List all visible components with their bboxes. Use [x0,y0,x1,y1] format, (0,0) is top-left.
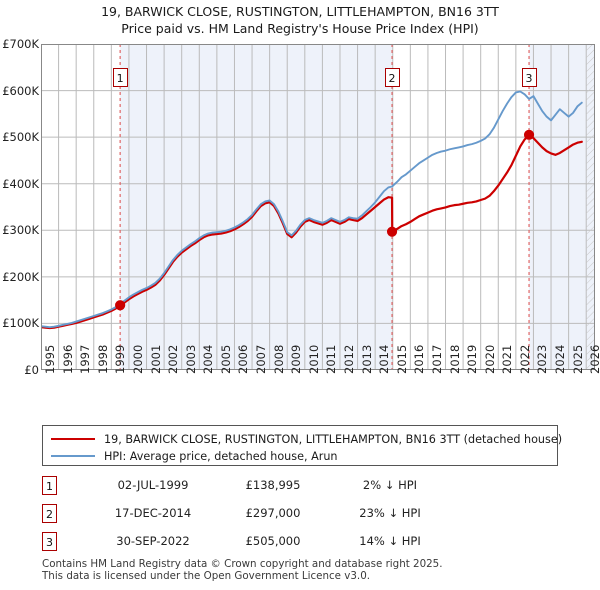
chart-sale-marker-2[interactable]: 2 [384,68,400,87]
transaction-date-3: 30-SEP-2022 [116,534,190,548]
x-axis-tick-label: 2004 [201,344,216,374]
y-axis-tick-label: £200K [2,269,39,284]
legend-label-hpi: HPI: Average price, detached house, Arun [104,449,338,463]
x-axis-tick-label: 2016 [412,344,427,374]
x-axis-tick-label: 2011 [324,344,339,374]
x-axis-tick-label: 2017 [429,344,444,374]
transaction-index-2: 2 [42,504,57,523]
x-axis-tick-label: 2025 [570,344,585,374]
plot-svg [41,44,595,370]
x-axis-tick-label: 2007 [254,344,269,374]
page-title: 19, BARWICK CLOSE, RUSTINGTON, LITTLEHAM… [0,3,600,37]
x-axis-tick-label: 2001 [148,344,163,374]
x-axis-tick-label: 2026 [588,344,600,374]
x-axis-tick-label: 2000 [130,344,145,374]
x-axis-tick-label: 2014 [377,344,392,374]
footer-attribution: Contains HM Land Registry data © Crown c… [42,558,582,582]
chart-legend: 19, BARWICK CLOSE, RUSTINGTON, LITTLEHAM… [42,425,562,466]
chart-container: £0 £100K £200K £300K £400K £500K £600K £700K 199… [2,38,600,376]
x-axis-tick-label: 2002 [166,344,181,374]
table-row: 2 17-DEC-2014 £297,000 23% ↓ HPI [42,502,512,526]
transaction-hpi-delta-2: 23% ↓ HPI [359,506,421,520]
legend-swatch-price-paid [51,438,95,440]
legend-item-price-paid: 19, BARWICK CLOSE, RUSTINGTON, LITTLEHAM… [51,431,562,447]
chart-sale-marker-3[interactable]: 3 [521,68,537,87]
title-line-2: Price paid vs. HM Land Registry's House … [121,21,479,36]
x-axis-tick-label: 2008 [271,344,286,374]
y-axis-tick-label: £700K [2,37,39,51]
x-axis-tick-label: 1999 [113,344,128,374]
x-axis-tick-label: 2015 [394,344,409,374]
transaction-index-3: 3 [42,532,57,551]
x-axis-tick-label: 2018 [447,344,462,374]
transaction-price-1: £138,995 [245,478,301,492]
legend-label-price-paid: 19, BARWICK CLOSE, RUSTINGTON, LITTLEHAM… [104,432,563,446]
y-axis-tick-label: £400K [2,176,39,191]
y-axis-tick-label: £100K [2,316,39,331]
x-axis-tick-label: 1995 [43,344,57,374]
transaction-hpi-delta-1: 2% ↓ HPI [362,478,418,492]
x-axis-tick-label: 1997 [78,344,93,374]
x-axis-tick-label: 2003 [183,344,198,374]
y-axis-tick-label: £300K [2,223,39,238]
y-axis-tick-label: £600K [2,83,39,98]
x-axis-tick-label: 2020 [482,344,497,374]
x-axis-tick-label: 2012 [341,344,356,374]
footer-line-2: This data is licensed under the Open Gov… [42,570,371,582]
legend-swatch-hpi [51,455,95,457]
plot-area: £0 £100K £200K £300K £400K £500K £600K £700K 199… [2,38,600,376]
x-axis-tick-label: 2022 [517,344,532,374]
table-row: 3 30-SEP-2022 £505,000 14% ↓ HPI [42,530,512,554]
table-row: 1 02-JUL-1999 £138,995 2% ↓ HPI [42,474,512,498]
transaction-date-1: 02-JUL-1999 [117,478,189,492]
transaction-date-2: 17-DEC-2014 [114,506,192,520]
x-axis-tick-label: 2010 [306,344,321,374]
x-axis-tick-label: 2013 [359,344,374,374]
y-axis-tick-label: £500K [2,130,39,145]
title-line-1: 19, BARWICK CLOSE, RUSTINGTON, LITTLEHAM… [101,4,499,19]
x-axis-tick-label: 1996 [60,344,75,374]
x-axis-tick-label: 2019 [465,344,480,374]
transaction-price-3: £505,000 [245,534,301,548]
x-axis-tick-label: 2024 [553,344,568,374]
x-axis-tick-label: 2005 [218,344,233,374]
transaction-price-2: £297,000 [245,506,301,520]
x-axis-tick-label: 2009 [289,344,304,374]
x-axis-tick-label: 1998 [95,344,110,374]
y-axis-tick-label: £0 [24,363,39,377]
x-axis-tick-label: 2006 [236,344,251,374]
x-axis-tick-label: 2021 [500,344,515,374]
footer-line-1: Contains HM Land Registry data © Crown c… [42,558,443,570]
x-axis-tick-label: 2023 [535,344,550,374]
transaction-hpi-delta-3: 14% ↓ HPI [359,534,421,548]
transaction-index-1: 1 [42,476,57,495]
chart-sale-marker-1[interactable]: 1 [112,68,128,87]
legend-item-hpi: HPI: Average price, detached house, Arun [51,448,338,464]
